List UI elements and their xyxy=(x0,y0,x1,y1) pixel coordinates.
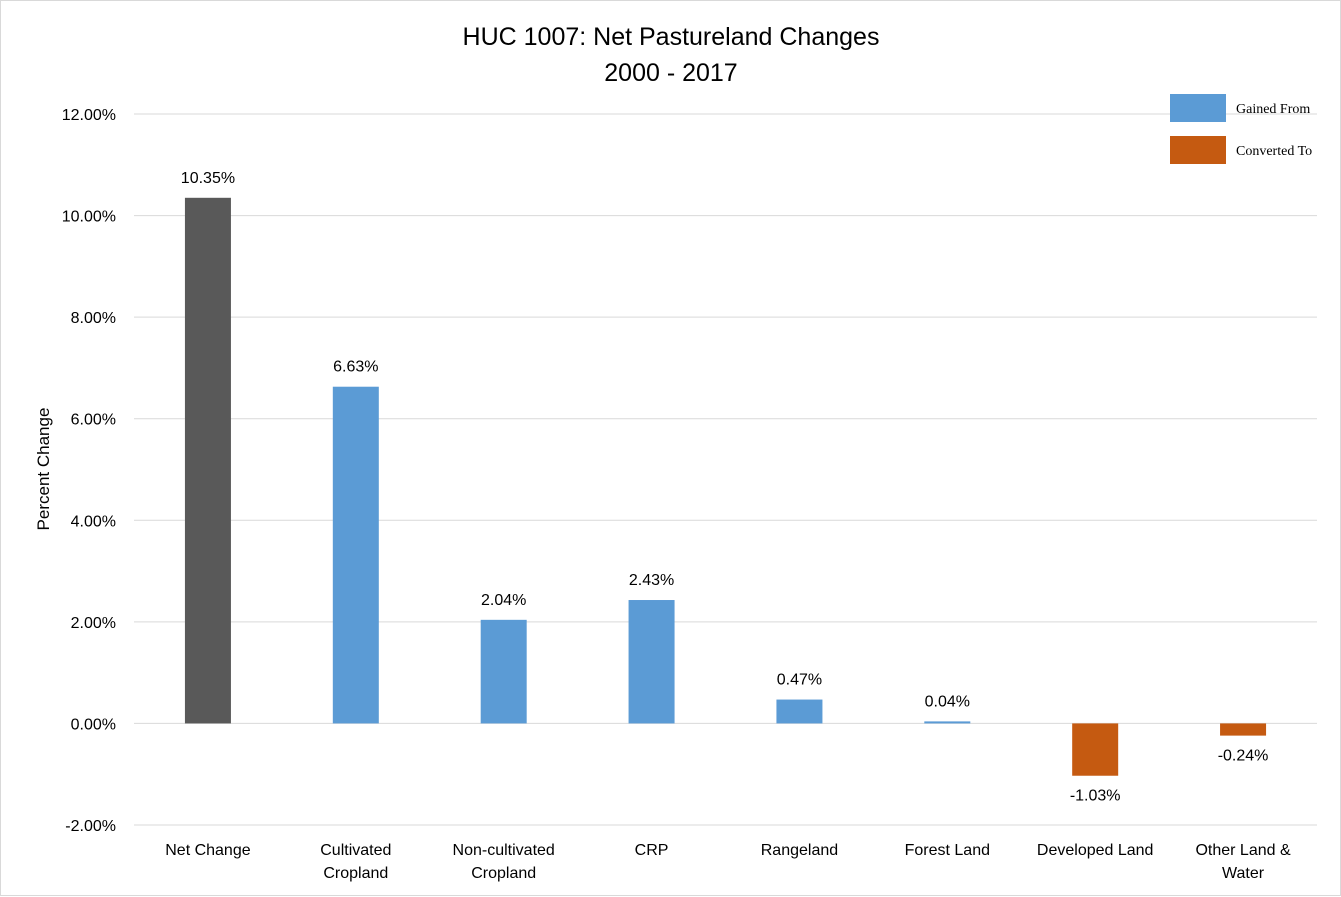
y-tick-label: 0.00% xyxy=(71,716,116,733)
y-tick-label: 10.00% xyxy=(62,209,116,226)
legend-label: Converted To xyxy=(1236,144,1312,159)
data-labels: 10.35% 6.63% 2.04% 2.43% 0.47% 0.04% -1.03% -0.… xyxy=(181,170,1269,805)
data-label: -1.03% xyxy=(1070,788,1121,805)
data-label: 2.43% xyxy=(629,572,674,589)
bar xyxy=(776,699,823,724)
bar xyxy=(332,386,379,724)
data-label: 0.04% xyxy=(925,693,970,710)
x-category-label: Developed Land xyxy=(1037,842,1154,859)
legend-label: Gained From xyxy=(1236,102,1310,117)
y-axis-label: Percent Change xyxy=(34,408,53,531)
gridlines xyxy=(134,113,1317,826)
data-label: 6.63% xyxy=(333,359,378,376)
bar xyxy=(480,619,527,724)
y-tick-label: -2.00% xyxy=(65,818,116,835)
x-category-label: Cropland xyxy=(471,865,536,882)
y-tick-label: 2.00% xyxy=(71,615,116,632)
legend: Gained From Converted To xyxy=(1170,94,1312,164)
x-category-label: Net Change xyxy=(165,842,250,859)
bar xyxy=(1220,723,1267,736)
y-tick-label: 8.00% xyxy=(71,310,116,327)
y-axis-ticks: -2.00% 0.00% 2.00% 4.00% 6.00% 8.00% 10.00% 12.… xyxy=(62,107,116,835)
bars xyxy=(184,197,1267,776)
bar xyxy=(184,197,231,724)
x-category-label: CRP xyxy=(635,842,669,859)
y-tick-label: 12.00% xyxy=(62,107,116,124)
x-category-label: Non-cultivated xyxy=(453,842,555,859)
x-category-label: Other Land & xyxy=(1195,842,1291,859)
bar xyxy=(628,600,675,724)
x-category-label: Cropland xyxy=(323,865,388,882)
x-category-label: Forest Land xyxy=(905,842,990,859)
chart-subtitle: 2000 - 2017 xyxy=(604,59,737,87)
x-category-label: Rangeland xyxy=(761,842,838,859)
x-axis-categories: Net Change Cultivated Cropland Non-cultivat… xyxy=(165,842,1291,882)
legend-swatch xyxy=(1170,94,1226,122)
y-tick-label: 4.00% xyxy=(71,513,116,530)
chart-title: HUC 1007: Net Pastureland Changes xyxy=(463,23,880,51)
data-label: 10.35% xyxy=(181,170,235,187)
y-tick-label: 6.00% xyxy=(71,412,116,429)
data-label: 0.47% xyxy=(777,672,822,689)
x-category-label: Cultivated xyxy=(320,842,391,859)
x-category-label: Water xyxy=(1222,865,1265,882)
legend-swatch xyxy=(1170,136,1226,164)
bar xyxy=(1072,723,1119,776)
bar xyxy=(924,721,971,724)
data-label: 2.04% xyxy=(481,592,526,609)
data-label: -0.24% xyxy=(1218,748,1269,765)
